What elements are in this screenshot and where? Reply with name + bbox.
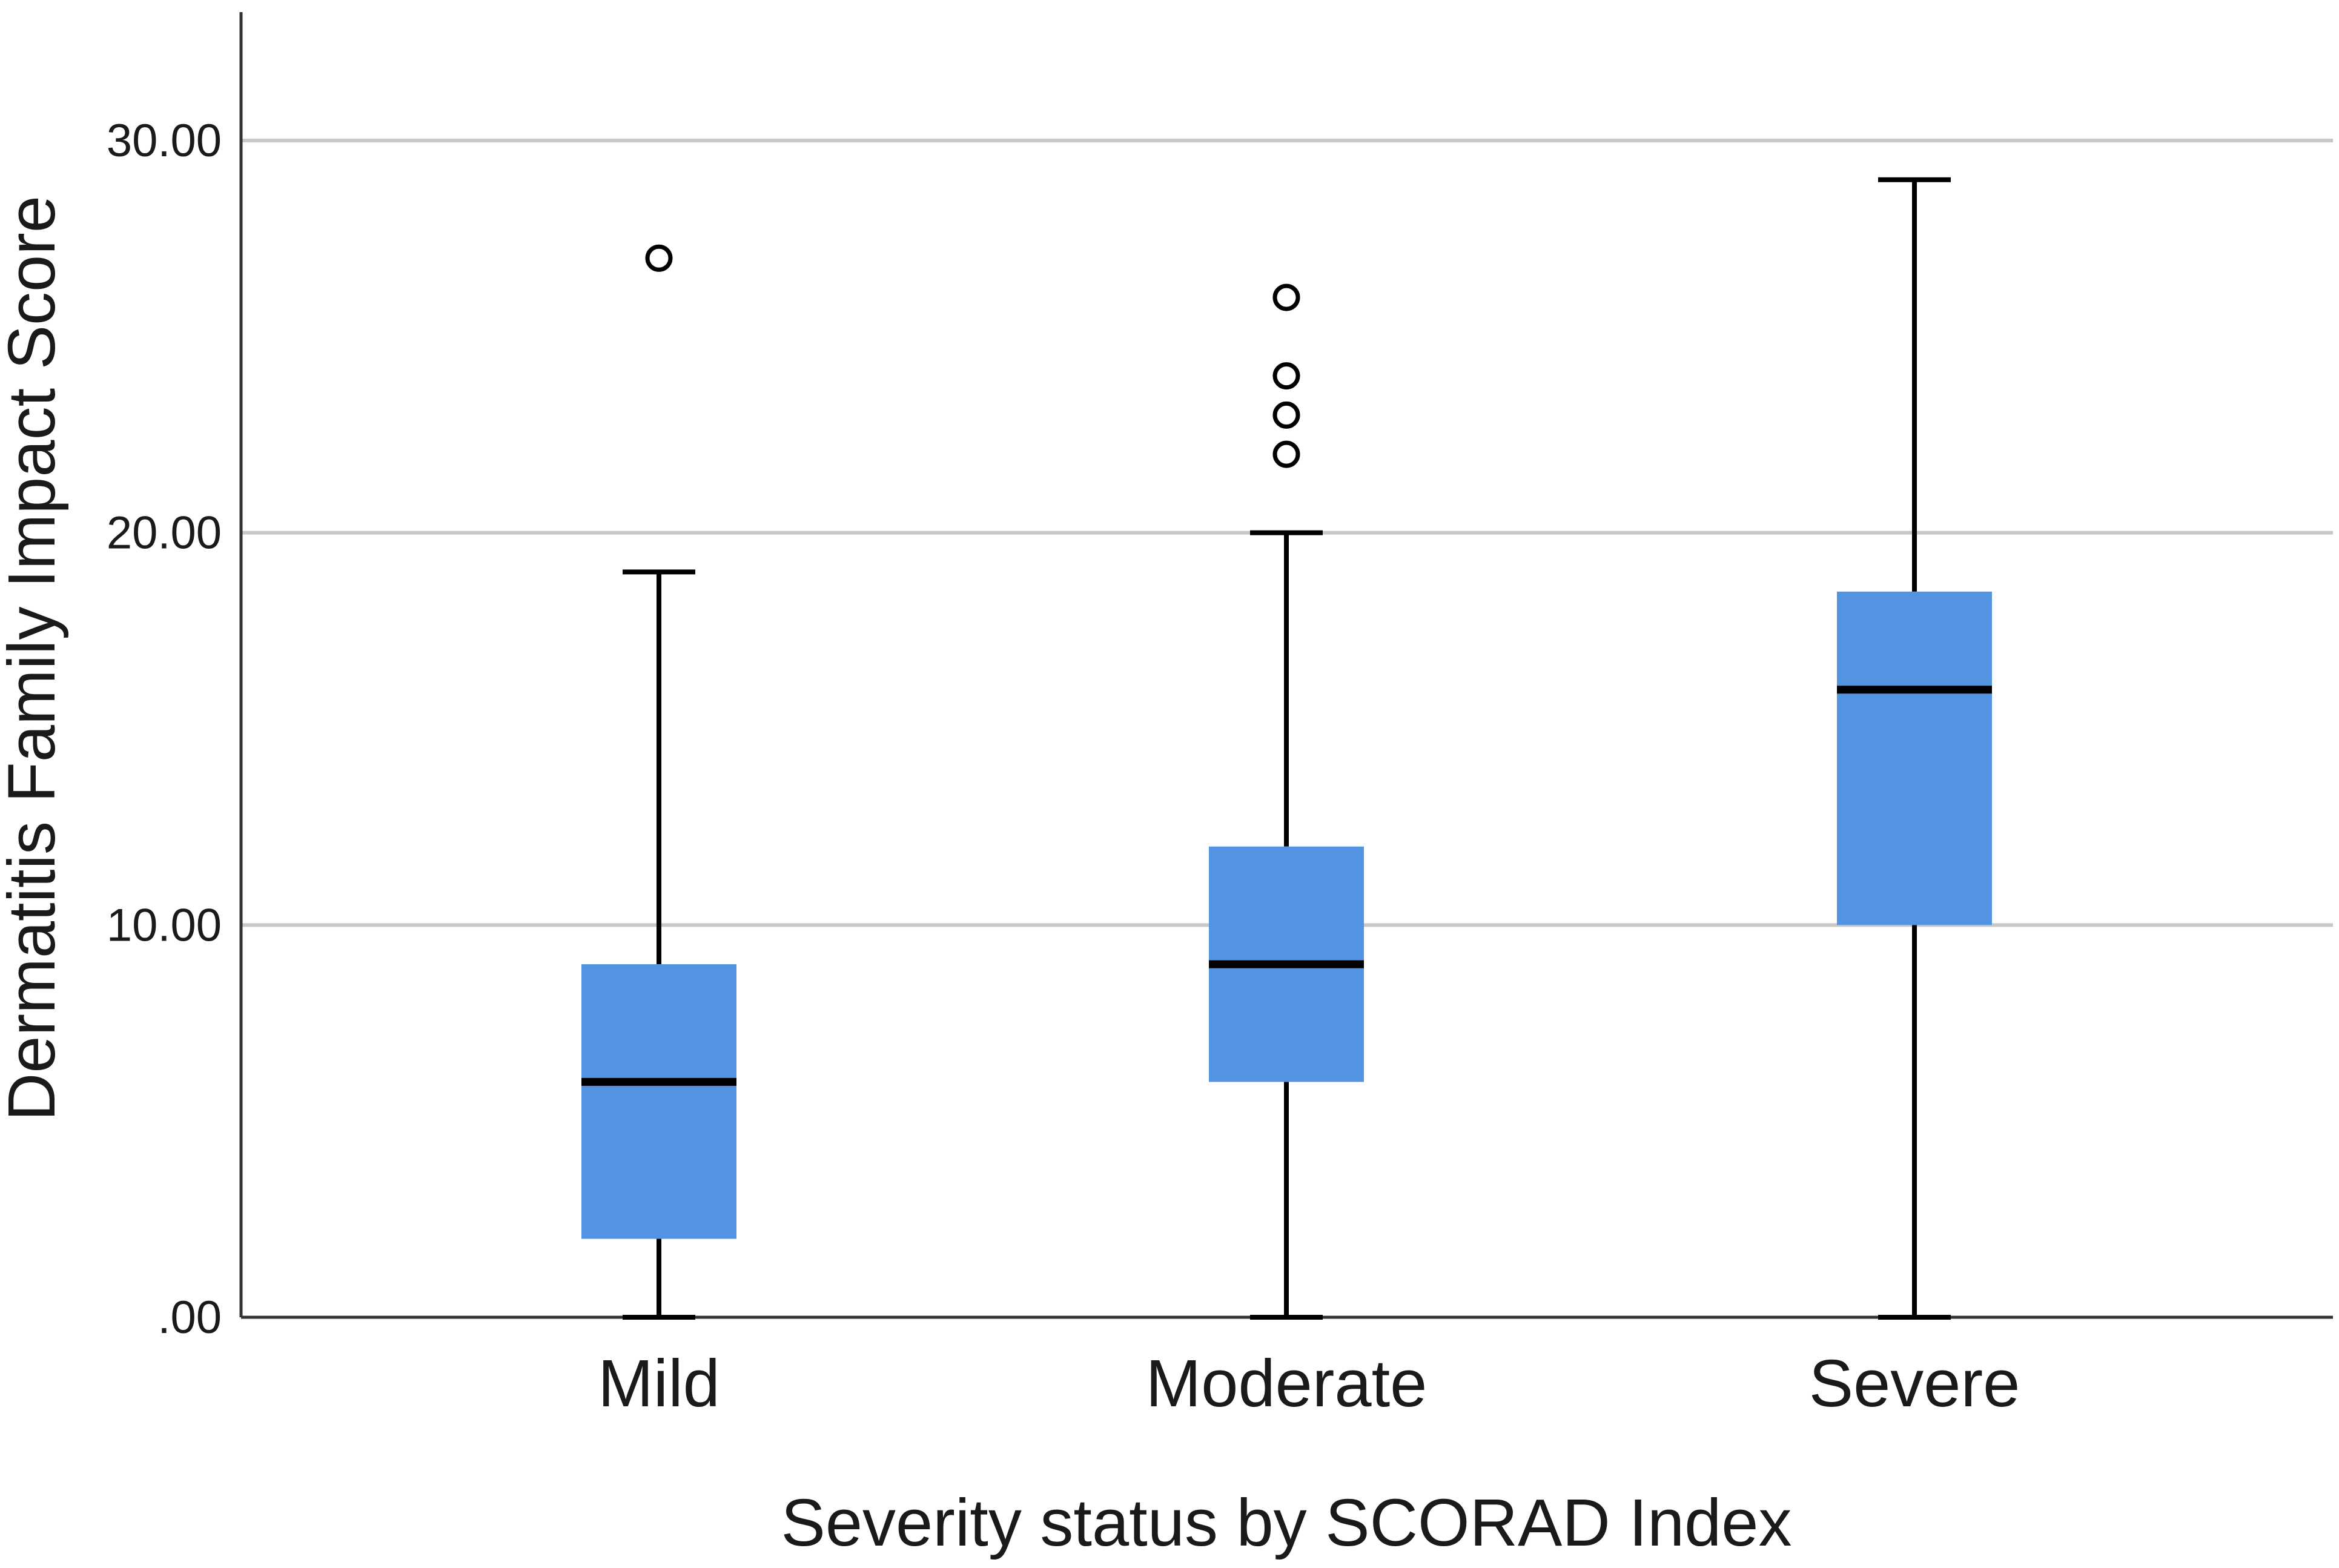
y-tick-label: .00 xyxy=(157,1292,222,1343)
outlier-point xyxy=(1272,401,1300,429)
boxes xyxy=(581,177,1992,1320)
y-tick-labels: .00 10.00 20.00 30.00 xyxy=(107,115,222,1343)
x-axis-title: Severity status by SCORAD Index xyxy=(781,1486,1792,1560)
iqr-box xyxy=(581,964,736,1239)
box-mild xyxy=(581,244,736,1320)
y-tick-label: 30.00 xyxy=(107,115,222,167)
outlier-point xyxy=(1272,362,1300,390)
x-tick-labels: Mild Moderate Severe xyxy=(598,1346,2020,1421)
iqr-box xyxy=(1837,591,1992,925)
outlier-point xyxy=(1272,283,1300,311)
outlier-point xyxy=(1272,440,1300,468)
y-axis-title: Dermatitis Family Impact Score xyxy=(0,196,69,1121)
x-tick-label: Severe xyxy=(1809,1346,2020,1421)
box-severe xyxy=(1837,177,1992,1320)
box-moderate xyxy=(1209,283,1364,1320)
y-tick-label: 10.00 xyxy=(107,899,222,951)
y-tick-label: 20.00 xyxy=(107,508,222,559)
x-tick-label: Mild xyxy=(598,1346,720,1421)
x-tick-label: Moderate xyxy=(1146,1346,1428,1421)
outlier-point xyxy=(645,244,673,272)
